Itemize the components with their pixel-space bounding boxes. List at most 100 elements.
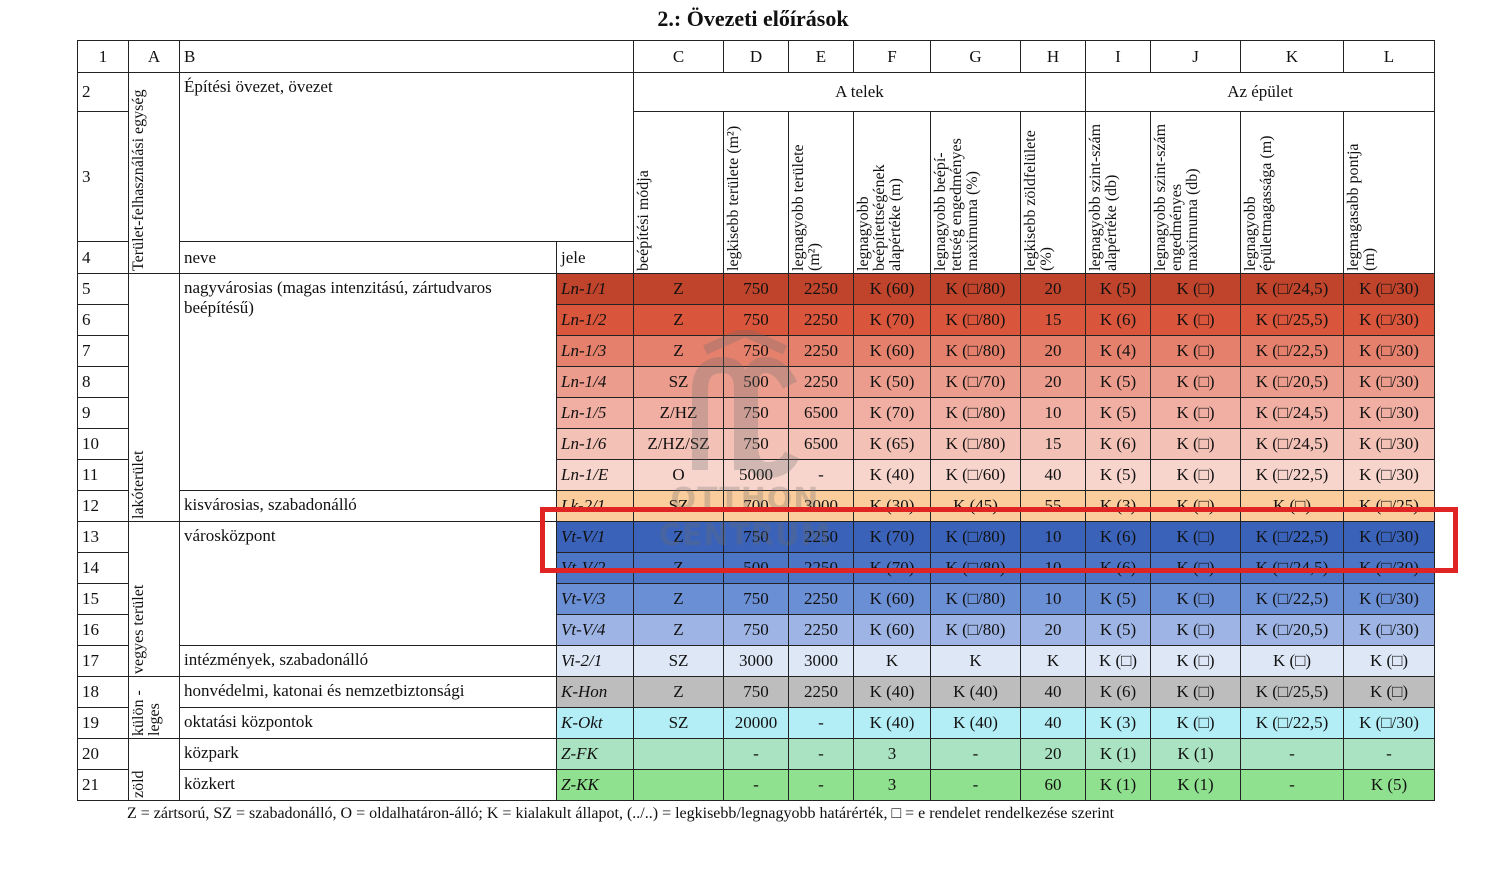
zone-value: K (□) <box>1150 521 1241 553</box>
row-number: 12 <box>77 490 129 522</box>
zone-value: K (□/20,5) <box>1240 614 1344 646</box>
data-row: 21 közkert Z-KK - -3-60 K (1) K (1) - K (5) <box>77 769 1435 801</box>
zone-value: Z <box>633 273 724 305</box>
title: 2.: Övezeti előírások <box>657 6 849 31</box>
zone-value: 20 <box>1020 273 1086 305</box>
zone-value: Z <box>633 552 724 584</box>
zone-value: Z <box>633 521 724 553</box>
column-header: legkisebb területe (m²) <box>723 111 789 274</box>
zone-value: K (□/22,5) <box>1240 521 1344 553</box>
plot-group: A telek <box>633 72 1086 112</box>
zone-code: Vt-V/4 <box>556 614 634 646</box>
zone-value: K (40) <box>853 459 931 491</box>
zone-value: K (30) <box>853 490 931 522</box>
zone-value: 15 <box>1020 428 1086 460</box>
area-unit: zöld <box>128 738 180 801</box>
zone-value: K (□/80) <box>930 521 1021 553</box>
column-header-text: legnagyobb szint-szám alapértéke (db) <box>1087 123 1120 271</box>
zone-value: K (60) <box>853 614 931 646</box>
zone-value: K (□/30) <box>1343 273 1435 305</box>
zone-value: K (70) <box>853 521 931 553</box>
zone-value: K (1) <box>1150 738 1241 770</box>
data-row: 7 Ln-1/3 Z 750 2250 K (60) K (□/80) 20 K (4) K (□… <box>77 335 1435 367</box>
zone-value: 700 <box>723 490 789 522</box>
zone-value: 750 <box>723 273 789 305</box>
zone-code: Ln-1/2 <box>556 304 634 336</box>
zone-value: K (40) <box>930 707 1021 739</box>
zone-value: K (□) <box>1150 304 1241 336</box>
column-letter: J <box>1150 40 1241 73</box>
zone-value: K (□/30) <box>1343 304 1435 336</box>
zone-value: - <box>788 738 854 770</box>
zone-value <box>633 738 724 770</box>
zone-value: 750 <box>723 583 789 615</box>
zone-value: K (□) <box>1150 366 1241 398</box>
zone-value: K (60) <box>853 583 931 615</box>
data-row: 10 Ln-1/6 Z/HZ/SZ 750 6500 K (65) K (□/80) 15 K … <box>77 428 1435 460</box>
zone-value: K (□/25) <box>1343 490 1435 522</box>
row-number: 11 <box>77 459 129 491</box>
zone-value: 2250 <box>788 583 854 615</box>
data-row: 15 Vt-V/3 Z 750 2250 K (60) K (□/80) 10 K (5) K (… <box>77 583 1435 615</box>
name-header: neve <box>179 241 557 274</box>
column-header-text: legnagyobb beépítettségének alapértéke (… <box>855 164 904 271</box>
zone-value: K (□) <box>1240 490 1344 522</box>
zone-value: Z <box>633 304 724 336</box>
zone-value: K (□) <box>1150 707 1241 739</box>
zone-value: K (5) <box>1085 273 1151 305</box>
zone-value: K (□) <box>1150 552 1241 584</box>
zone-value: K (6) <box>1085 428 1151 460</box>
zone-value: - <box>930 738 1021 770</box>
zone-value: K (□/25,5) <box>1240 304 1344 336</box>
zone-value: K (□/22,5) <box>1240 707 1344 739</box>
zone-value: K (□/20,5) <box>1240 366 1344 398</box>
zone-value: K <box>853 645 931 677</box>
data-row: 11 Ln-1/E O 5000- K (40) K (□/60) 40 K (5) K (□)… <box>77 459 1435 491</box>
zone-value: K (45) <box>930 490 1021 522</box>
column-letter: C <box>633 40 724 73</box>
zone-value: K (□/30) <box>1343 614 1435 646</box>
zone-value: 2250 <box>788 273 854 305</box>
zone-name: intézmények, szabadonálló <box>179 645 557 677</box>
zone-value <box>633 769 724 801</box>
zone-value: 20 <box>1020 335 1086 367</box>
column-letter: D <box>723 40 789 73</box>
column-letter: H <box>1020 40 1086 73</box>
zone-value: 20 <box>1020 614 1086 646</box>
zone-value: K (□/80) <box>930 552 1021 584</box>
row-number: 5 <box>77 273 129 305</box>
zone-value: K (□) <box>1150 273 1241 305</box>
zone-value: K (□/25,5) <box>1240 676 1344 708</box>
footnote: Z = zártsorú, SZ = szabadonálló, O = old… <box>127 805 1115 822</box>
zone-value: K (□/24,5) <box>1240 397 1344 429</box>
area-unit-header: Terület-felhasználási egység <box>128 72 180 274</box>
zone-code: Ln-1/4 <box>556 366 634 398</box>
zone-value: - <box>1343 738 1435 770</box>
zone-value: K (□/30) <box>1343 397 1435 429</box>
zone-value: K (□) <box>1150 676 1241 708</box>
zone-value: 3000 <box>723 645 789 677</box>
zone-value: K (□/30) <box>1343 459 1435 491</box>
zone-value: 10 <box>1020 397 1086 429</box>
zone-value: K (□/24,5) <box>1240 428 1344 460</box>
zone-name: városközpont <box>179 521 557 646</box>
row-number: 2 <box>77 72 129 112</box>
data-row: 17 intézmények, szabadonálló Vi-2/1 SZ 3000 3… <box>77 645 1435 677</box>
area-unit-text: zöld <box>130 770 147 798</box>
zone-value: K (40) <box>853 676 931 708</box>
zone-value: K <box>1020 645 1086 677</box>
zone-value: K (□/80) <box>930 304 1021 336</box>
row-number: 8 <box>77 366 129 398</box>
column-header: beépítési módja <box>633 111 724 274</box>
data-row: 9 Ln-1/5 Z/HZ 750 6500 K (70) K (□/80) 10 K (5) K… <box>77 397 1435 429</box>
zone-value: 3000 <box>788 490 854 522</box>
building-group: Az épület <box>1085 72 1435 112</box>
zone-value: K (□/80) <box>930 583 1021 615</box>
column-letter: F <box>853 40 931 73</box>
zone-value: K (40) <box>930 676 1021 708</box>
zone-value: K (□/80) <box>930 273 1021 305</box>
zone-value: - <box>723 738 789 770</box>
zone-value: K (5) <box>1085 459 1151 491</box>
zone-value: K (60) <box>853 273 931 305</box>
